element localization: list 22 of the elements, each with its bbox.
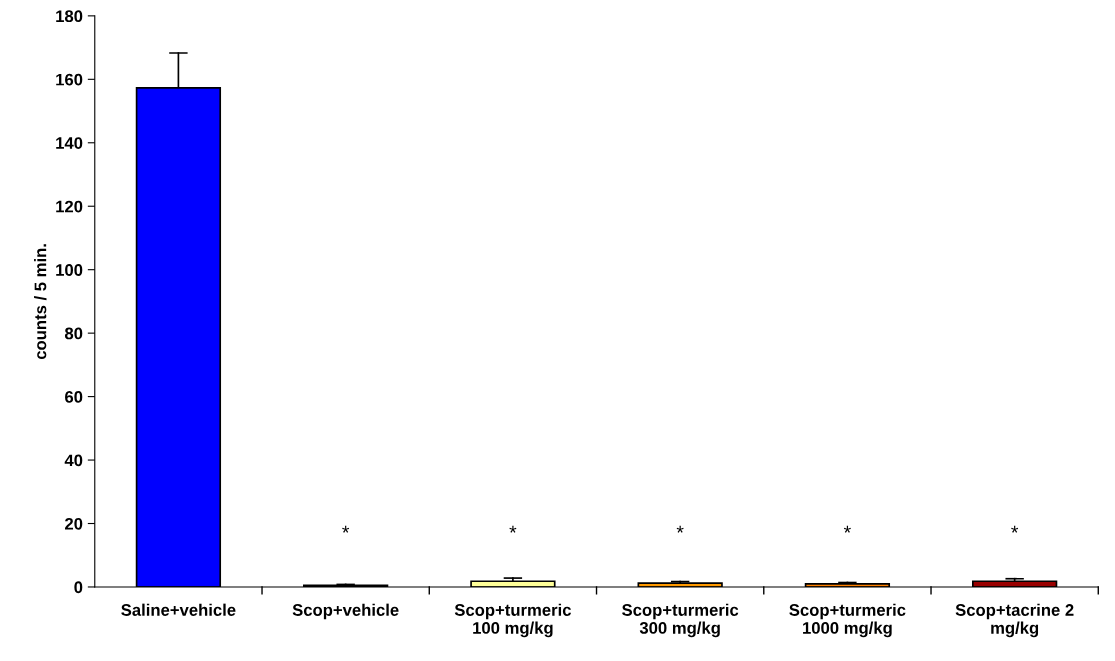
annotation: * bbox=[843, 525, 851, 533]
y-tick-label: 60 bbox=[65, 391, 83, 403]
x-tick-label: Scop+turmeric 300 mg/kg bbox=[622, 603, 739, 638]
x-tick-label: Scop+turmeric 100 mg/kg bbox=[454, 603, 571, 638]
x-tick-label: Scop+vehicle bbox=[292, 603, 399, 620]
x-tick-label: Scop+turmeric 1000 mg/kg bbox=[789, 603, 906, 638]
x-tick-label: Saline+vehicle bbox=[121, 603, 236, 616]
y-tick-label: 140 bbox=[56, 137, 83, 149]
x-tick-label: Scop+tacrine 2 mg/kg bbox=[955, 603, 1074, 638]
y-tick-label: 100 bbox=[56, 264, 83, 276]
annotation: * bbox=[509, 525, 517, 533]
annotation: * bbox=[1011, 525, 1019, 533]
annotation: * bbox=[342, 525, 350, 533]
y-tick-label: 0 bbox=[74, 581, 83, 594]
y-axis-title: counts / 5 min. bbox=[34, 244, 47, 360]
y-tick-label: 160 bbox=[56, 73, 83, 86]
y-tick-label: 180 bbox=[56, 10, 83, 23]
annotation: * bbox=[676, 525, 684, 533]
y-tick-label: 20 bbox=[65, 517, 83, 530]
y-tick-label: 80 bbox=[64, 327, 83, 340]
y-tick-label: 120 bbox=[56, 200, 83, 213]
y-tick-label: 40 bbox=[64, 454, 83, 467]
